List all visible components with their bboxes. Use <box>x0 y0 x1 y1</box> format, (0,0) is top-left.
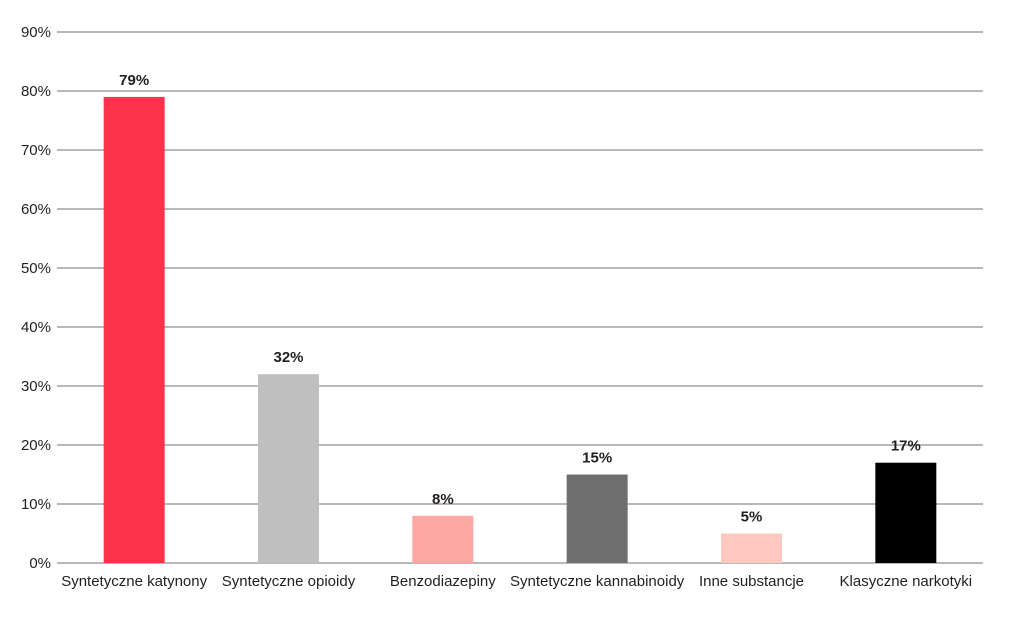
y-tick-label: 80% <box>21 83 51 100</box>
bar <box>103 96 165 564</box>
data-label: 17% <box>891 438 921 455</box>
bar <box>875 462 937 563</box>
x-axis-category-labels: Syntetyczne katynony Syntetyczne opioidy B… <box>61 573 972 590</box>
category-label: Syntetyczne opioidy <box>222 573 356 590</box>
data-label: 79% <box>119 72 149 89</box>
y-tick-label: 0% <box>29 555 51 572</box>
data-label: 32% <box>273 349 303 366</box>
data-label: 8% <box>432 491 454 508</box>
category-label: Syntetyczne kannabinoidy <box>510 573 685 590</box>
y-tick-label: 50% <box>21 260 51 277</box>
data-label: 5% <box>741 509 763 526</box>
y-tick-label: 90% <box>21 24 51 41</box>
bar <box>258 374 319 563</box>
y-tick-label: 60% <box>21 201 51 218</box>
category-label: Klasyczne narkotyki <box>840 573 973 590</box>
y-tick-label: 40% <box>21 319 51 336</box>
data-label: 15% <box>582 450 612 467</box>
category-label: Inne substancje <box>699 573 804 590</box>
y-tick-label: 70% <box>21 142 51 159</box>
gridlines <box>57 31 983 564</box>
data-labels: 79% 32% 8% 15% 5% 17% <box>119 72 921 526</box>
bar <box>566 474 628 563</box>
bar <box>412 515 474 563</box>
category-label: Syntetyczne katynony <box>61 573 207 590</box>
y-tick-label: 10% <box>21 496 51 513</box>
y-tick-label: 20% <box>21 437 51 454</box>
y-axis-tick-labels: 0% 10% 20% 30% 40% 50% 60% 70% 80% 90% <box>21 24 51 572</box>
bars <box>103 96 937 564</box>
y-tick-label: 30% <box>21 378 51 395</box>
bar <box>721 533 782 563</box>
category-label: Benzodiazepiny <box>390 573 496 590</box>
